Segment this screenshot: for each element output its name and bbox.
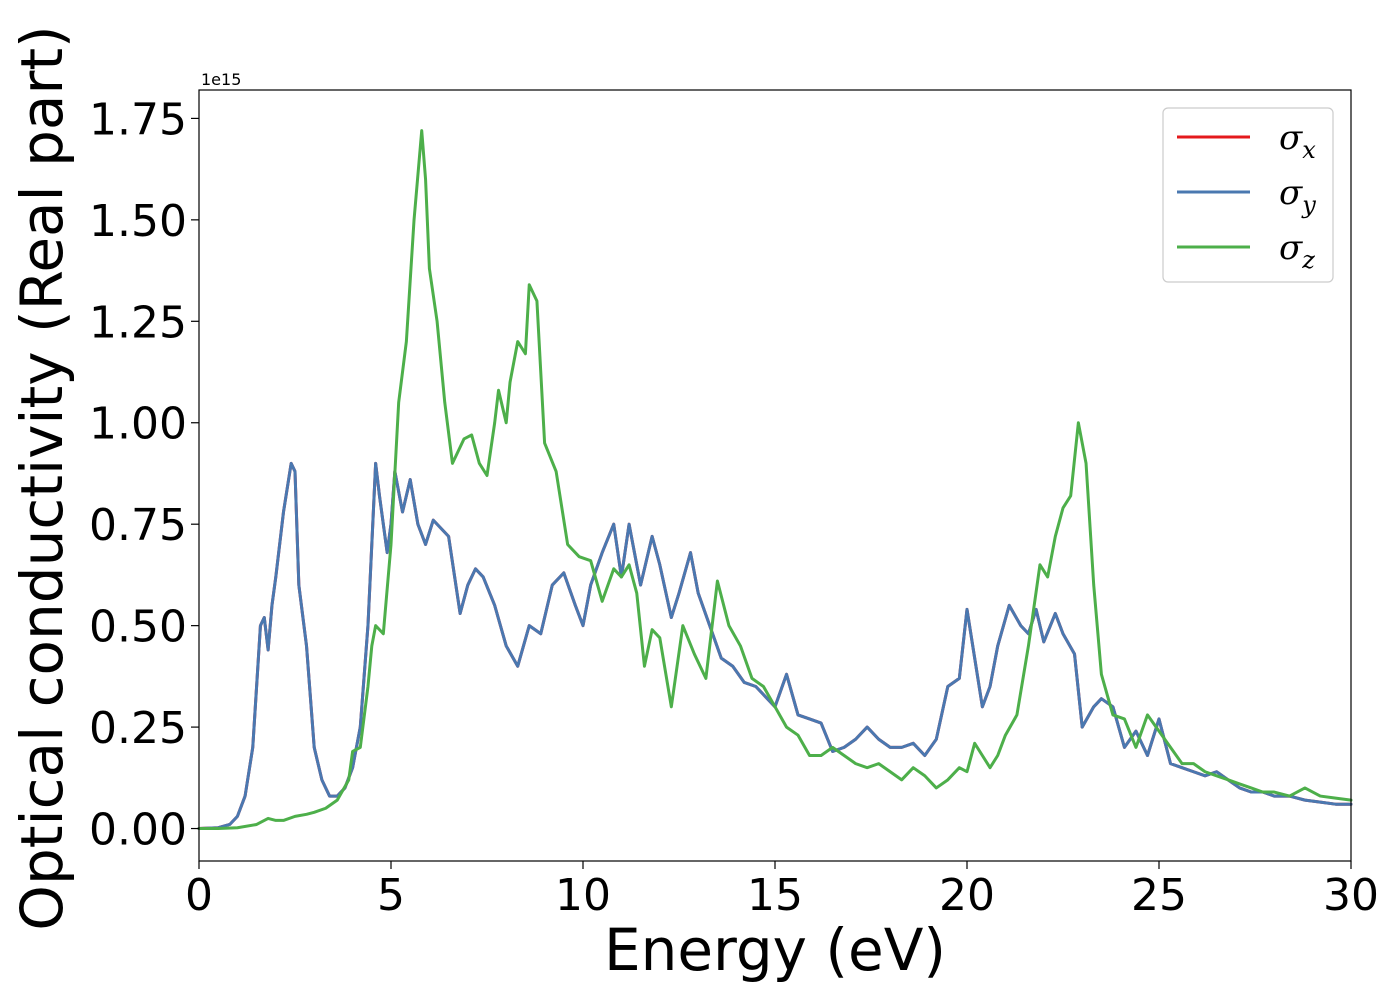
y-tick-label: 0.00 [89,805,187,856]
x-tick-label: 20 [939,870,995,921]
y-axis: 0.00 0.25 0.50 0.75 1.00 1.25 1.50 1.75 [89,94,199,856]
y-tick-label: 1.25 [89,297,187,348]
x-tick-label: 15 [747,870,803,921]
y-tick-label: 1.75 [89,94,187,145]
legend-label-z: σz [1279,228,1315,274]
y-tick-label: 0.75 [89,500,187,551]
series-line-z [197,129,1353,831]
x-tick-label: 5 [377,870,405,921]
x-axis: 0 5 10 15 20 25 30 [185,861,1379,921]
y-offset-label: 1e15 [201,70,241,89]
x-tick-label: 30 [1323,870,1379,921]
legend-box [1162,107,1334,283]
x-tick-label: 10 [555,870,611,921]
series-layer [197,129,1353,831]
legend-label-x: σx [1279,118,1316,164]
legend-label-y: σy [1279,173,1316,219]
y-tick-label: 0.50 [89,602,187,653]
y-tick-label: 1.50 [89,196,187,247]
x-tick-label: 0 [185,870,213,921]
y-tick-label: 1.00 [89,399,187,450]
x-axis-title: Energy (eV) [604,916,946,984]
y-tick-label: 0.25 [89,703,187,754]
x-tick-label: 25 [1131,870,1187,921]
y-axis-title: Optical conductivity (Real part) [8,25,76,930]
legend: σx σy σz [1162,107,1334,283]
